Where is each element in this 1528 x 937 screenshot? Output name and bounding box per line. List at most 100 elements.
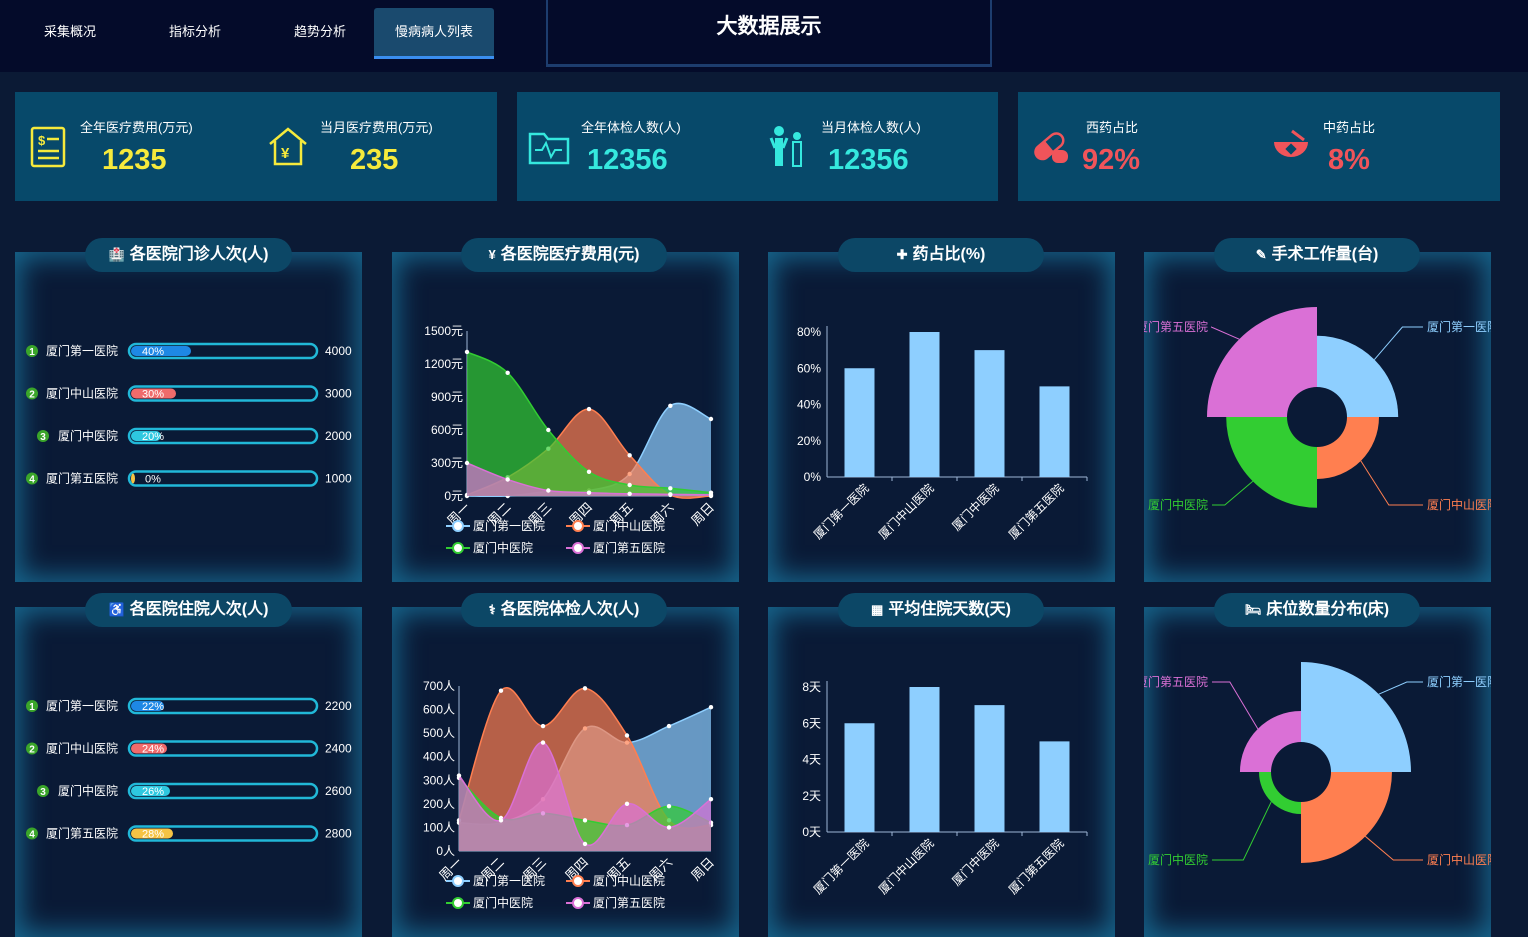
progress-row: 3 厦门中医院 20% 2000: [37, 427, 352, 445]
data-point: [456, 773, 462, 778]
legend-item: 厦门第五医院: [566, 540, 665, 555]
tab-indicator-analysis[interactable]: 指标分析: [168, 24, 221, 39]
y-tick-label: 20%: [797, 434, 821, 448]
data-point: [498, 818, 504, 823]
stat-label: 西药占比: [1086, 120, 1139, 135]
tab-chronic-patient-list[interactable]: 慢病病人列表: [374, 8, 494, 59]
data-point: [668, 486, 673, 491]
slice-label: 厦门第一医院: [1427, 319, 1491, 334]
y-tick-label: 100人: [423, 820, 455, 834]
slice-label: 厦门第五医院: [1144, 674, 1208, 689]
x-tick-label: 厦门中医院: [949, 836, 1002, 889]
stat-card-checkup: 全年体检人数(人) 12356 当月体检人数(人) 12356: [517, 92, 998, 201]
rank-badge: [26, 700, 38, 712]
y-tick-label: 600人: [423, 703, 455, 717]
progress-fill: [131, 346, 191, 356]
bar: [844, 723, 875, 832]
label-leader-line: [1378, 681, 1423, 695]
label-leader-line: [1364, 835, 1423, 861]
data-point: [464, 460, 470, 466]
progress-percent: 24%: [142, 744, 164, 756]
y-tick-label: 200人: [423, 797, 455, 811]
progress-fill: [131, 786, 170, 796]
progress-value: 4000: [325, 344, 352, 358]
area-fill: [467, 403, 711, 497]
x-tick-label: 厦门中山医院: [875, 481, 937, 543]
panel-title: ✎ 手术工作量(台): [1214, 238, 1420, 272]
data-point: [627, 482, 632, 488]
legend-marker: [572, 542, 584, 554]
panel-inpatient: ♿ 各医院住院人次(人) 1 厦门第一医院 22% 2200 2 厦门中山医院 24% 2400…: [15, 593, 362, 937]
panel-title: ⚕ 各医院体检人次(人): [461, 593, 667, 627]
stat-value: 12356: [828, 144, 909, 176]
progress-track: [127, 470, 319, 487]
progress-row: 4 厦门第五医院 0% 1000: [26, 470, 352, 487]
hospital-name: 厦门第五医院: [46, 471, 118, 486]
data-point: [666, 825, 672, 830]
y-tick-label: 4天: [802, 753, 821, 767]
data-point: [666, 723, 672, 729]
progress-fill: [131, 701, 164, 711]
progress-fill: [131, 473, 135, 484]
progress-value: 1000: [325, 472, 352, 486]
progress-row: 1 厦门第一医院 22% 2200: [26, 697, 352, 715]
data-point: [582, 686, 588, 691]
progress-track: [127, 697, 319, 715]
y-tick-label: 300人: [423, 773, 455, 787]
rose-slice: [1317, 417, 1379, 479]
data-point: [498, 688, 504, 693]
data-point: [582, 818, 588, 823]
x-tick-label: 厦门第一医院: [810, 481, 872, 543]
bar: [1039, 741, 1070, 832]
data-point: [668, 403, 673, 408]
rank-badge: [26, 345, 38, 357]
label-leader-line: [1374, 326, 1423, 360]
area-fill: [467, 351, 711, 496]
stat-chinese-medicine: 中药占比 8%: [1258, 92, 1500, 201]
progress-fill: [131, 388, 176, 399]
progress-track: [127, 427, 319, 445]
rank-number: 3: [40, 787, 46, 798]
svg-text:¥: ¥: [281, 145, 290, 162]
stat-value: 1235: [102, 144, 167, 176]
legend-item: 厦门中医院: [446, 540, 533, 555]
x-tick-label: 厦门中医院: [949, 481, 1002, 534]
inpatient-progress-chart: 1 厦门第一医院 22% 2200 2 厦门中山医院 24% 2400 3 厦门中医院 26% 260…: [26, 697, 352, 842]
rank-number: 4: [29, 475, 35, 486]
scalpel-icon: ✎: [1255, 247, 1267, 262]
stat-label: 全年体检人数(人): [581, 120, 681, 135]
progress-value: 2400: [325, 742, 352, 756]
hospital-name: 厦门第一医院: [46, 343, 118, 358]
bed-icon: 🛏: [1244, 602, 1262, 617]
rank-badge: [26, 472, 38, 485]
stat-label: 全年医疗费用(万元): [80, 120, 193, 135]
tab-trend-analysis[interactable]: 趋势分析: [293, 24, 346, 39]
hospital-name: 厦门中山医院: [46, 386, 118, 401]
bar: [909, 687, 940, 832]
legend-label: 厦门中山医院: [593, 873, 665, 888]
data-point: [582, 841, 588, 847]
rank-number: 1: [29, 702, 35, 713]
data-point: [505, 370, 510, 375]
data-point: [586, 406, 592, 412]
people-icon: [769, 126, 802, 167]
panel-title: ¥ 各医院医疗费用(元): [461, 238, 667, 272]
stat-label: 当月医疗费用(万元): [320, 120, 433, 135]
y-tick-label: 2天: [802, 789, 821, 803]
progress-track: [127, 385, 319, 402]
data-point: [546, 488, 551, 493]
tab-collection-overview[interactable]: 采集概况: [43, 24, 96, 39]
legend-marker: [452, 897, 464, 909]
title-frame: 大数据展示: [546, 0, 992, 67]
page-title: 大数据展示: [716, 15, 822, 38]
legend-marker: [452, 520, 464, 532]
y-tick-label: 700人: [423, 679, 455, 693]
bar: [974, 705, 1005, 832]
y-tick-label: 400人: [423, 750, 455, 764]
rank-badge: [26, 827, 38, 840]
x-tick-label: 厦门第五医院: [1005, 836, 1067, 898]
data-point: [708, 705, 714, 710]
